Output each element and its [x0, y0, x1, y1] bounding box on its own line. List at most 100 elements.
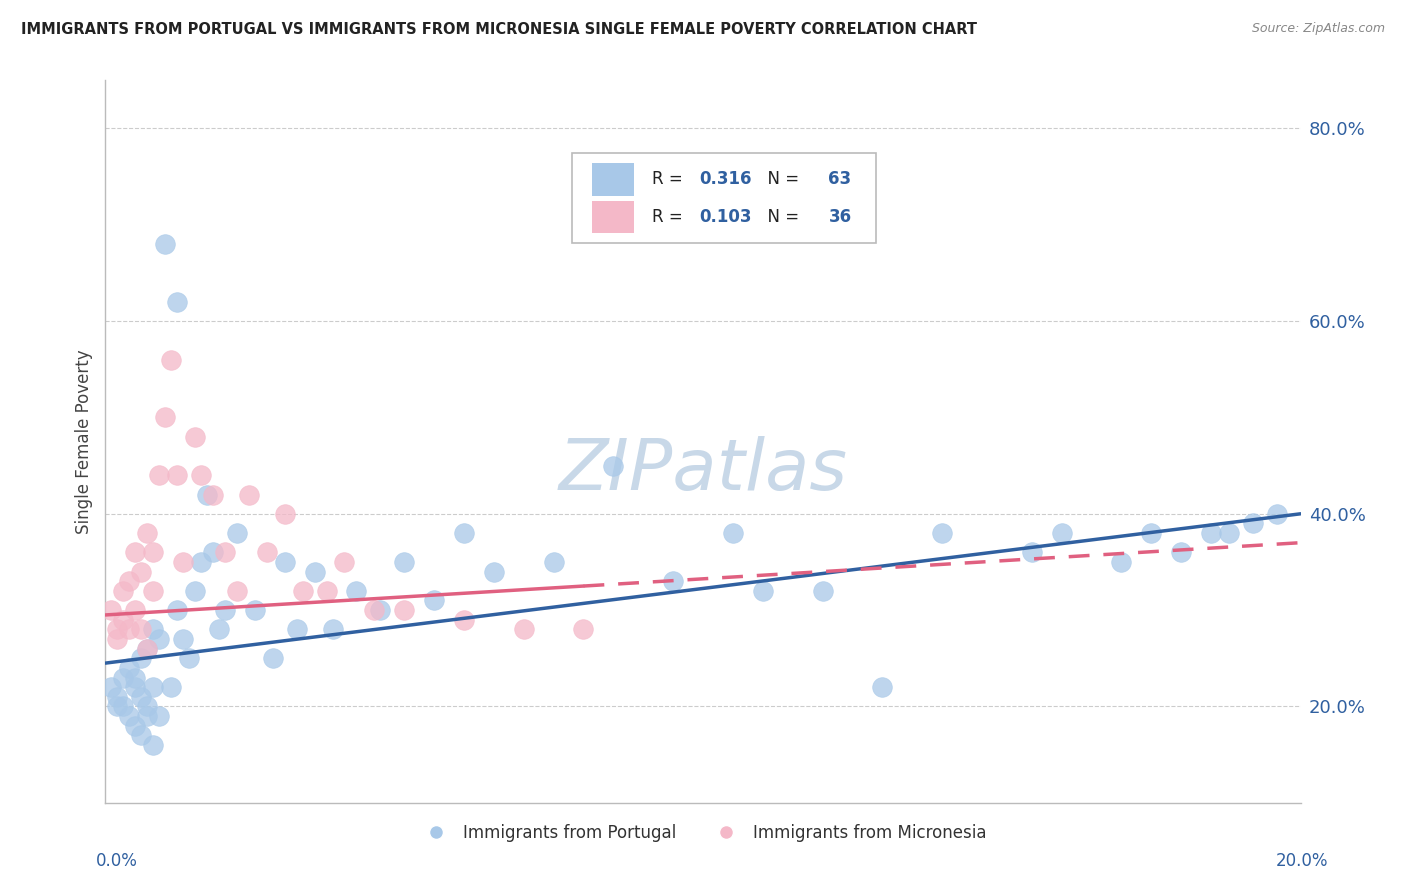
Text: IMMIGRANTS FROM PORTUGAL VS IMMIGRANTS FROM MICRONESIA SINGLE FEMALE POVERTY COR: IMMIGRANTS FROM PORTUGAL VS IMMIGRANTS F…: [21, 22, 977, 37]
Text: 0.103: 0.103: [699, 208, 752, 226]
FancyBboxPatch shape: [571, 153, 876, 243]
Point: [202, 487, 225, 501]
Text: 36: 36: [828, 208, 852, 226]
Point: [1265, 507, 1288, 521]
Point: [172, 555, 194, 569]
Point: [453, 613, 475, 627]
Point: [721, 526, 744, 541]
Point: [142, 583, 165, 598]
Point: [1140, 526, 1163, 541]
Text: Source: ZipAtlas.com: Source: ZipAtlas.com: [1251, 22, 1385, 36]
Point: [291, 583, 314, 598]
Point: [129, 651, 153, 665]
Point: [112, 699, 135, 714]
Point: [394, 603, 416, 617]
Point: [225, 526, 249, 541]
Point: [112, 613, 135, 627]
Point: [124, 719, 146, 733]
Point: [155, 237, 177, 252]
Point: [190, 468, 212, 483]
Point: [118, 623, 141, 637]
Text: R =: R =: [651, 170, 688, 188]
Bar: [592, 201, 634, 233]
Point: [118, 709, 141, 723]
Point: [118, 661, 141, 675]
Point: [238, 487, 260, 501]
Point: [513, 623, 536, 637]
Point: [166, 603, 188, 617]
Point: [931, 526, 953, 541]
Point: [184, 430, 207, 444]
Point: [243, 603, 266, 617]
Point: [256, 545, 278, 559]
Point: [142, 545, 165, 559]
Point: [107, 632, 129, 646]
Point: [285, 623, 308, 637]
Point: [166, 468, 188, 483]
Point: [124, 680, 146, 694]
Point: [100, 603, 122, 617]
Point: [107, 623, 129, 637]
Point: [124, 545, 146, 559]
Point: [394, 555, 416, 569]
Point: [100, 680, 122, 694]
Point: [872, 680, 894, 694]
Point: [142, 738, 165, 752]
Point: [315, 583, 337, 598]
Point: [177, 651, 201, 665]
Point: [346, 583, 368, 598]
Text: 20.0%: 20.0%: [1277, 852, 1329, 870]
Text: N =: N =: [756, 170, 804, 188]
Point: [572, 623, 595, 637]
Point: [129, 565, 153, 579]
Point: [124, 671, 146, 685]
Point: [160, 680, 183, 694]
Point: [1199, 526, 1222, 541]
Point: [662, 574, 685, 589]
Y-axis label: Single Female Poverty: Single Female Poverty: [75, 350, 93, 533]
Point: [423, 593, 446, 607]
Point: [148, 632, 170, 646]
Point: [208, 623, 231, 637]
Point: [363, 603, 385, 617]
Point: [148, 468, 170, 483]
Point: [166, 294, 188, 309]
Point: [1218, 526, 1240, 541]
Point: [124, 603, 146, 617]
Text: R =: R =: [651, 208, 688, 226]
Point: [1111, 555, 1133, 569]
Point: [273, 507, 295, 521]
Point: [321, 623, 344, 637]
Point: [190, 555, 212, 569]
Text: ZIPatlas: ZIPatlas: [558, 436, 848, 505]
Point: [184, 583, 207, 598]
Point: [136, 641, 159, 656]
Point: [129, 690, 153, 704]
Point: [129, 623, 153, 637]
Point: [107, 699, 129, 714]
Point: [136, 641, 159, 656]
Point: [155, 410, 177, 425]
Point: [751, 583, 773, 598]
Point: [118, 574, 141, 589]
Point: [453, 526, 475, 541]
Point: [1050, 526, 1073, 541]
Point: [136, 699, 159, 714]
Point: [142, 623, 165, 637]
Point: [1170, 545, 1192, 559]
Point: [333, 555, 356, 569]
Point: [811, 583, 834, 598]
Point: [136, 526, 159, 541]
Point: [304, 565, 326, 579]
Point: [195, 487, 218, 501]
Point: [214, 603, 236, 617]
Point: [1021, 545, 1043, 559]
Point: [482, 565, 505, 579]
Point: [107, 690, 129, 704]
Point: [368, 603, 391, 617]
Point: [112, 583, 135, 598]
Point: [172, 632, 194, 646]
Text: 0.0%: 0.0%: [96, 852, 138, 870]
Text: N =: N =: [756, 208, 804, 226]
Point: [602, 458, 624, 473]
